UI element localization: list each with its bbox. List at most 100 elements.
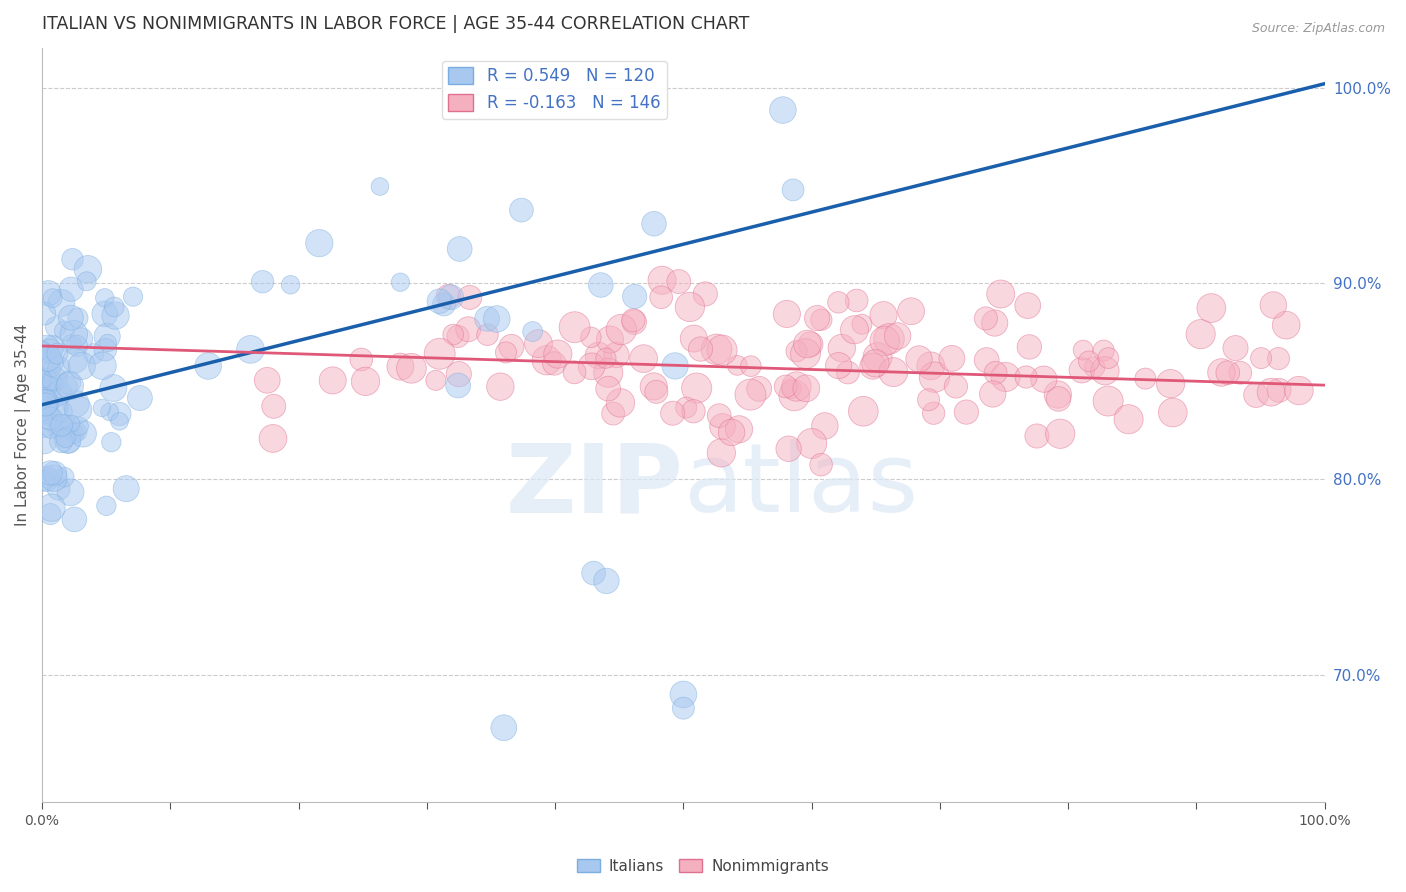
Point — [725, 359, 748, 373]
Point — [1225, 341, 1247, 355]
Point — [564, 320, 586, 334]
Point — [598, 382, 620, 396]
Point — [477, 327, 499, 342]
Point — [308, 236, 330, 251]
Point — [679, 300, 702, 314]
Y-axis label: In Labor Force | Age 35-44: In Labor Force | Age 35-44 — [15, 324, 31, 526]
Point — [510, 203, 533, 218]
Point — [60, 417, 83, 431]
Point — [831, 341, 853, 355]
Point — [70, 332, 93, 346]
Point — [55, 431, 77, 445]
Point — [1288, 384, 1310, 398]
Point — [53, 324, 76, 338]
Point — [59, 485, 82, 500]
Point — [785, 379, 807, 393]
Point — [447, 329, 470, 343]
Point — [485, 312, 508, 326]
Text: ITALIAN VS NONIMMIGRANTS IN LABOR FORCE | AGE 35-44 CORRELATION CHART: ITALIAN VS NONIMMIGRANTS IN LABOR FORCE … — [42, 15, 749, 33]
Point — [794, 381, 817, 395]
Text: atlas: atlas — [683, 439, 918, 533]
Point — [675, 401, 697, 415]
Point — [49, 434, 72, 448]
Point — [495, 345, 517, 359]
Point — [983, 316, 1005, 330]
Point — [782, 183, 804, 197]
Point — [778, 442, 800, 456]
Point — [775, 379, 797, 393]
Point — [796, 337, 818, 351]
Point — [800, 436, 823, 450]
Point — [728, 422, 751, 436]
Point — [32, 307, 55, 321]
Point — [51, 296, 73, 310]
Point — [1097, 394, 1119, 409]
Point — [1250, 351, 1272, 365]
Point — [83, 347, 105, 361]
Point — [522, 325, 544, 339]
Point — [62, 252, 84, 267]
Point — [56, 433, 79, 447]
Point — [447, 378, 470, 392]
Point — [77, 262, 100, 277]
Point — [429, 347, 451, 361]
Point — [1070, 363, 1092, 377]
Point — [1071, 343, 1094, 357]
Point — [280, 277, 302, 292]
Point — [865, 356, 887, 370]
Point — [794, 347, 817, 361]
Point — [976, 353, 998, 368]
Point — [711, 419, 734, 434]
Point — [672, 688, 695, 702]
Point — [433, 297, 456, 311]
Point — [682, 332, 704, 346]
Point — [595, 574, 617, 588]
Point — [42, 471, 65, 485]
Point — [128, 391, 150, 405]
Point — [37, 286, 59, 301]
Point — [94, 343, 117, 357]
Point — [197, 359, 219, 373]
Point — [501, 340, 523, 354]
Point — [941, 351, 963, 366]
Point — [872, 308, 894, 322]
Point — [633, 351, 655, 366]
Point — [1189, 327, 1212, 342]
Point — [41, 355, 63, 369]
Point — [66, 425, 89, 439]
Point — [457, 322, 479, 336]
Point — [1047, 392, 1070, 406]
Point — [709, 409, 731, 423]
Point — [866, 350, 889, 364]
Point — [882, 365, 904, 379]
Point — [44, 467, 66, 481]
Point — [1077, 354, 1099, 368]
Point — [401, 361, 423, 376]
Point — [440, 290, 463, 304]
Point — [852, 404, 875, 418]
Point — [827, 295, 849, 310]
Point — [668, 275, 690, 289]
Point — [945, 379, 967, 393]
Point — [96, 329, 118, 343]
Point — [63, 512, 86, 526]
Point — [90, 401, 112, 415]
Point — [610, 322, 633, 336]
Point — [748, 382, 770, 396]
Point — [262, 432, 284, 446]
Point — [60, 282, 83, 296]
Point — [1118, 412, 1140, 426]
Point — [94, 291, 117, 305]
Point — [35, 341, 58, 355]
Point — [34, 397, 56, 411]
Point — [1161, 405, 1184, 419]
Point — [917, 392, 939, 407]
Point — [598, 366, 620, 380]
Point — [72, 426, 94, 441]
Point — [806, 311, 828, 326]
Point — [239, 343, 262, 357]
Point — [776, 307, 799, 321]
Point — [39, 507, 62, 521]
Point — [579, 330, 602, 344]
Point — [60, 337, 83, 351]
